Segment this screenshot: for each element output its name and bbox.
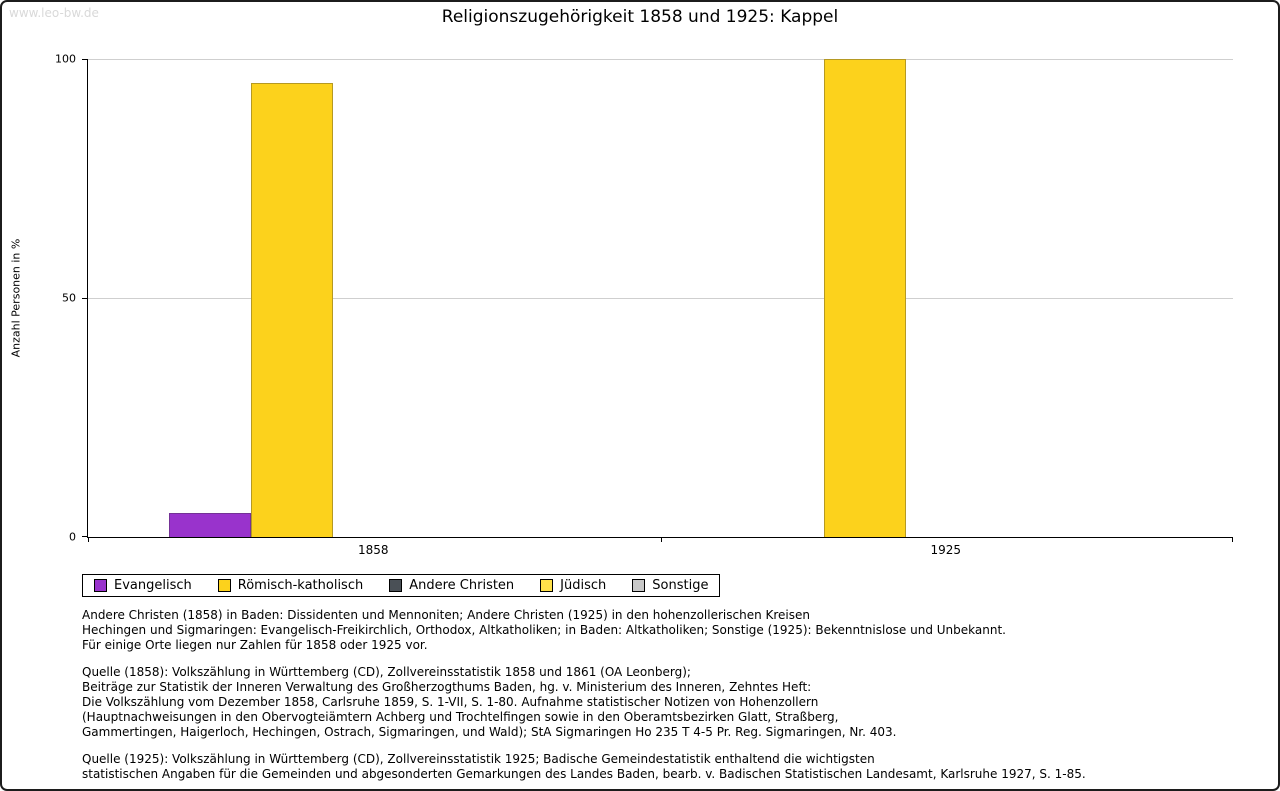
legend-item-judisch: Jüdisch	[540, 578, 606, 593]
legend-label-sonstige: Sonstige	[652, 578, 709, 593]
legend-label-judisch: Jüdisch	[560, 578, 607, 593]
footnote-source-1858: Quelle (1858): Volkszählung in Württembe…	[82, 665, 897, 739]
bar-romisch-katholisch-1858	[251, 82, 334, 537]
x-axis-tick-labels: 1858 1925	[87, 543, 1232, 559]
legend-label-andere-christen: Andere Christen	[409, 578, 515, 593]
bar-romisch-katholisch-1925	[823, 59, 906, 537]
legend-item-sonstige: Sonstige	[632, 578, 708, 593]
y-tickmark-50	[82, 298, 88, 299]
y-axis-label: Anzahl Personen in %	[9, 238, 23, 358]
x-tick-label-1858: 1858	[357, 543, 389, 557]
gridline-50	[88, 298, 1233, 299]
legend-swatch-romisch-katholisch	[217, 579, 231, 592]
legend-swatch-sonstige	[632, 579, 646, 592]
footnote-source-1925: Quelle (1925): Volkszählung in Württembe…	[82, 752, 1086, 781]
x-tickmark-right	[1232, 537, 1233, 542]
legend-item-romisch-katholisch: Römisch-katholisch	[217, 578, 364, 593]
y-tickmark-0	[82, 536, 88, 537]
footnotes: Andere Christen (1858) in Baden: Disside…	[82, 608, 1232, 789]
y-tick-label-50: 50	[62, 291, 76, 305]
y-tick-label-100: 100	[55, 52, 76, 66]
y-tickmark-100	[82, 59, 88, 60]
bar-evangelisch-1858	[169, 513, 252, 537]
legend-label-romisch-katholisch: Römisch-katholisch	[237, 578, 364, 593]
legend-swatch-evangelisch	[94, 579, 107, 592]
x-tickmark-left	[88, 537, 89, 542]
legend: Evangelisch Römisch-katholisch Andere Chri…	[82, 574, 721, 597]
y-tick-label-0: 0	[69, 530, 76, 544]
y-axis-tick-labels: 100 50 0	[38, 53, 82, 544]
chart-title: Religionszugehörigkeit 1858 und 1925: Ka…	[441, 7, 839, 27]
x-tickmark-middle	[660, 537, 662, 542]
legend-swatch-judisch	[540, 579, 554, 592]
legend-item-andere-christen: Andere Christen	[389, 578, 514, 593]
x-tick-label-1925: 1925	[930, 543, 962, 557]
plot-area	[82, 59, 1233, 542]
legend-item-evangelisch: Evangelisch	[94, 578, 192, 593]
legend-label-evangelisch: Evangelisch	[114, 578, 192, 593]
gridline-100	[88, 59, 1233, 60]
footnote-categories: Andere Christen (1858) in Baden: Disside…	[82, 608, 1006, 652]
legend-swatch-andere-christen	[389, 579, 403, 592]
watermark: www.leo-bw.de	[9, 6, 99, 20]
